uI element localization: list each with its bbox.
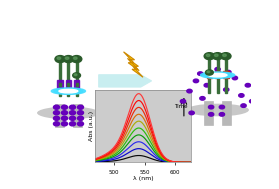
Ellipse shape xyxy=(206,73,229,78)
Circle shape xyxy=(78,111,83,115)
Circle shape xyxy=(232,76,237,80)
Ellipse shape xyxy=(51,88,85,94)
Circle shape xyxy=(219,105,225,109)
Bar xyxy=(76,83,78,86)
Circle shape xyxy=(219,113,225,116)
Circle shape xyxy=(215,67,220,71)
Bar xyxy=(55,104,64,127)
Bar xyxy=(208,73,210,76)
Bar xyxy=(76,60,78,96)
Bar xyxy=(223,71,229,77)
Circle shape xyxy=(187,89,192,93)
Bar xyxy=(225,57,227,93)
Bar xyxy=(67,60,69,96)
Ellipse shape xyxy=(186,104,249,116)
Polygon shape xyxy=(128,58,143,77)
Bar xyxy=(67,83,69,86)
Circle shape xyxy=(78,105,83,109)
Bar xyxy=(225,73,227,76)
Circle shape xyxy=(198,72,203,75)
Circle shape xyxy=(204,84,210,87)
Bar xyxy=(217,57,219,93)
Ellipse shape xyxy=(56,89,80,94)
Bar xyxy=(66,81,71,88)
Bar xyxy=(222,101,231,125)
Circle shape xyxy=(61,116,68,120)
Circle shape xyxy=(180,99,186,103)
Bar xyxy=(206,71,212,77)
Circle shape xyxy=(208,113,214,116)
Bar xyxy=(73,104,82,127)
Circle shape xyxy=(207,71,210,73)
Bar xyxy=(59,60,61,96)
Circle shape xyxy=(73,57,77,59)
Bar xyxy=(215,71,220,77)
Circle shape xyxy=(78,122,83,126)
Circle shape xyxy=(73,73,81,78)
Circle shape xyxy=(226,70,231,74)
Circle shape xyxy=(223,54,226,57)
Circle shape xyxy=(61,111,68,115)
Ellipse shape xyxy=(54,88,83,94)
Circle shape xyxy=(57,57,61,59)
Circle shape xyxy=(212,53,223,60)
Circle shape xyxy=(200,97,205,100)
Circle shape xyxy=(189,111,194,115)
Circle shape xyxy=(206,54,210,57)
Circle shape xyxy=(249,99,255,103)
Bar xyxy=(57,81,63,88)
Circle shape xyxy=(78,116,83,120)
Circle shape xyxy=(63,56,74,63)
Ellipse shape xyxy=(208,73,227,77)
Circle shape xyxy=(221,53,231,60)
Circle shape xyxy=(55,56,65,63)
Circle shape xyxy=(65,57,69,59)
Circle shape xyxy=(239,94,244,97)
Circle shape xyxy=(208,105,214,109)
Circle shape xyxy=(54,111,59,115)
Circle shape xyxy=(69,111,76,115)
FancyArrow shape xyxy=(99,75,152,87)
Circle shape xyxy=(204,53,215,60)
Ellipse shape xyxy=(62,90,75,93)
Bar xyxy=(217,73,219,76)
Circle shape xyxy=(61,122,68,126)
Ellipse shape xyxy=(211,74,224,77)
Polygon shape xyxy=(124,52,139,71)
Circle shape xyxy=(69,122,76,126)
Circle shape xyxy=(193,79,199,83)
Ellipse shape xyxy=(210,74,225,77)
Ellipse shape xyxy=(61,90,76,93)
Circle shape xyxy=(223,88,229,91)
Circle shape xyxy=(69,105,76,109)
Circle shape xyxy=(61,105,68,109)
Circle shape xyxy=(215,54,218,57)
Bar xyxy=(59,83,61,86)
Circle shape xyxy=(54,116,59,120)
Circle shape xyxy=(54,122,59,126)
Bar xyxy=(208,57,210,93)
Ellipse shape xyxy=(37,107,100,119)
Circle shape xyxy=(205,70,213,75)
Circle shape xyxy=(74,74,77,76)
Ellipse shape xyxy=(59,89,78,93)
Circle shape xyxy=(69,116,76,120)
Circle shape xyxy=(241,104,246,107)
Circle shape xyxy=(54,105,59,109)
Ellipse shape xyxy=(203,73,232,78)
Circle shape xyxy=(71,56,82,63)
Circle shape xyxy=(245,84,251,87)
Bar xyxy=(74,81,80,88)
Ellipse shape xyxy=(201,72,235,78)
Bar xyxy=(204,101,213,125)
